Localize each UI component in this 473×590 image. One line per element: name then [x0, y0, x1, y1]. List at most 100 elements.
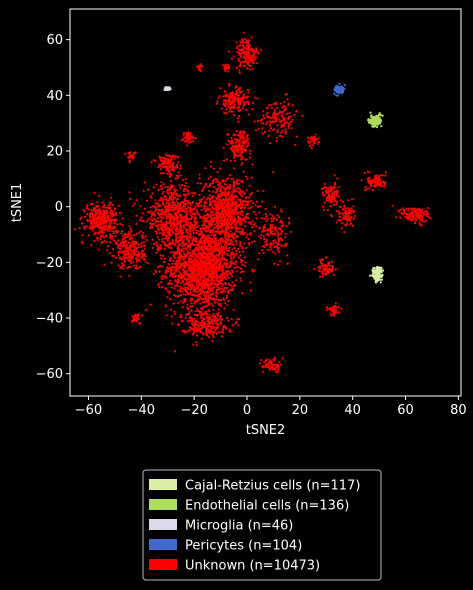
scatter-point	[226, 177, 229, 180]
scatter-point	[221, 276, 224, 280]
scatter-point	[345, 218, 348, 221]
scatter-point	[111, 218, 114, 221]
scatter-point	[227, 276, 230, 279]
scatter-point	[184, 316, 187, 320]
scatter-point	[330, 196, 334, 199]
scatter-point	[205, 292, 208, 295]
scatter-point	[281, 230, 284, 233]
scatter-point	[231, 102, 235, 105]
scatter-point	[246, 201, 249, 204]
scatter-point	[170, 256, 173, 260]
scatter-point	[162, 197, 165, 200]
scatter-point	[278, 240, 281, 243]
scatter-point	[200, 228, 203, 231]
scatter-point	[168, 292, 171, 295]
scatter-point	[253, 58, 256, 61]
scatter-point	[175, 200, 178, 203]
scatter-point	[216, 257, 219, 261]
scatter-point	[208, 194, 211, 197]
scatter-point	[150, 215, 153, 218]
scatter-point	[176, 220, 179, 223]
scatter-point	[89, 203, 92, 206]
scatter-point	[247, 39, 250, 42]
scatter-point	[86, 204, 89, 207]
scatter-point	[158, 286, 161, 289]
scatter-point	[107, 224, 110, 228]
scatter-point	[217, 288, 220, 291]
scatter-point	[213, 282, 216, 285]
scatter-point	[344, 207, 347, 210]
scatter-point	[237, 266, 240, 269]
scatter-point	[216, 223, 219, 226]
scatter-point	[209, 283, 212, 286]
scatter-point	[222, 159, 225, 162]
scatter-point	[202, 226, 205, 229]
scatter-point	[227, 133, 230, 136]
scatter-point	[419, 219, 422, 222]
scatter-point	[155, 241, 158, 244]
scatter-point	[254, 129, 257, 132]
scatter-point	[262, 114, 265, 117]
scatter-point	[190, 309, 193, 312]
scatter-point	[230, 199, 233, 202]
scatter-point	[105, 225, 108, 228]
scatter-point	[217, 282, 220, 285]
scatter-point	[218, 250, 221, 253]
scatter-point	[270, 107, 273, 110]
scatter-point	[186, 313, 190, 316]
scatter-point	[124, 253, 127, 256]
scatter-point	[152, 222, 155, 225]
scatter-point	[214, 234, 217, 237]
scatter-point	[108, 221, 111, 224]
scatter-point	[200, 253, 203, 256]
scatter-point	[176, 225, 179, 229]
scatter-point	[189, 222, 193, 225]
scatter-point	[241, 161, 244, 164]
scatter-point	[219, 231, 222, 234]
scatter-point	[249, 200, 252, 203]
scatter-point	[197, 202, 200, 206]
scatter-point	[237, 324, 240, 327]
scatter-point	[222, 214, 225, 217]
scatter-point	[157, 266, 160, 269]
scatter-point	[283, 109, 286, 112]
scatter-point	[239, 242, 242, 246]
scatter-point	[204, 267, 207, 270]
scatter-point	[179, 254, 182, 257]
scatter-point	[234, 263, 237, 266]
scatter-point	[220, 255, 224, 258]
scatter-point	[326, 189, 329, 192]
scatter-point	[220, 238, 223, 241]
scatter-point	[295, 110, 298, 113]
scatter-point	[109, 210, 112, 213]
scatter-point	[83, 215, 87, 219]
scatter-point	[238, 188, 241, 191]
scatter-point	[284, 130, 288, 133]
scatter-point	[187, 265, 190, 268]
scatter-point	[203, 293, 206, 296]
scatter-point	[165, 217, 168, 220]
scatter-point	[161, 201, 165, 204]
scatter-point	[271, 224, 274, 227]
scatter-point	[185, 235, 188, 238]
scatter-point	[374, 174, 377, 177]
scatter-point	[279, 208, 282, 211]
scatter-point	[189, 225, 192, 228]
scatter-point	[229, 141, 232, 144]
scatter-point	[251, 108, 254, 111]
scatter-point	[152, 186, 155, 189]
scatter-point	[221, 230, 225, 233]
scatter-point	[223, 216, 227, 219]
scatter-point	[251, 101, 255, 104]
scatter-point	[201, 274, 204, 277]
scatter-point	[208, 256, 211, 259]
scatter-point	[237, 57, 240, 60]
scatter-point	[232, 156, 235, 159]
scatter-point	[142, 237, 145, 240]
scatter-point	[179, 232, 182, 235]
scatter-point	[254, 49, 257, 53]
scatter-point	[219, 260, 222, 263]
scatter-point	[178, 275, 182, 278]
scatter-point	[335, 221, 338, 224]
scatter-point	[339, 199, 342, 202]
